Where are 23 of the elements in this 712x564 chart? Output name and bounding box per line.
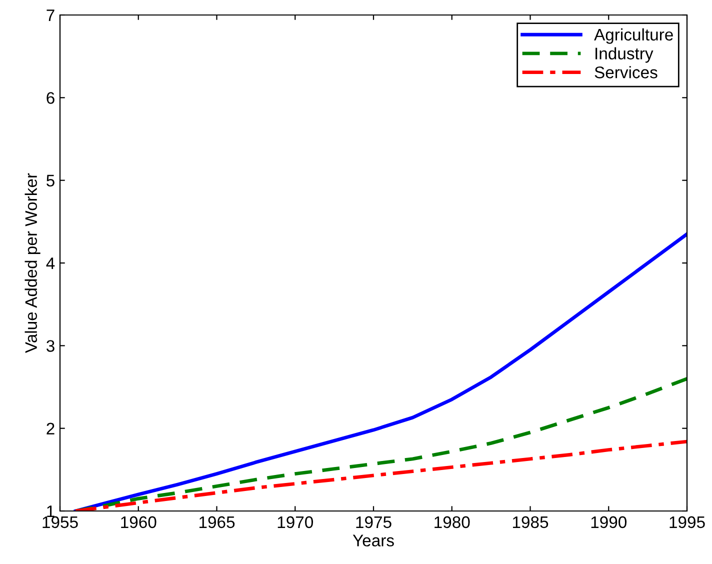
- line-series: [74, 440, 687, 511]
- x-tick-label: 1970: [278, 516, 314, 528]
- legend-label: Agriculture: [594, 28, 673, 44]
- y-tick-label: 7: [46, 10, 54, 22]
- x-tick-label: 1955: [42, 516, 78, 528]
- x-tick-label: 1985: [512, 516, 548, 528]
- y-axis-title: Value Added per Worker: [24, 173, 40, 353]
- x-tick-label: 1965: [199, 516, 235, 528]
- x-tick-label: 1980: [434, 516, 470, 528]
- x-tick-label: 1990: [591, 516, 627, 528]
- x-tick-label: 1975: [356, 516, 392, 528]
- line-series: [74, 232, 687, 511]
- y-tick-label: 5: [46, 174, 54, 187]
- legend-label: Industry: [596, 47, 654, 63]
- y-tick-label: 3: [46, 340, 54, 352]
- y-tick-label: 2: [46, 422, 54, 434]
- x-tick-label: 1960: [121, 516, 156, 528]
- x-tick-label: 1995: [670, 516, 705, 528]
- x-axis-title: Years: [352, 534, 394, 546]
- y-tick-label: 4: [46, 258, 55, 270]
- y-tick-label: 6: [46, 92, 54, 104]
- y-tick-label: 1: [47, 506, 54, 518]
- legend-label: Services: [594, 66, 658, 78]
